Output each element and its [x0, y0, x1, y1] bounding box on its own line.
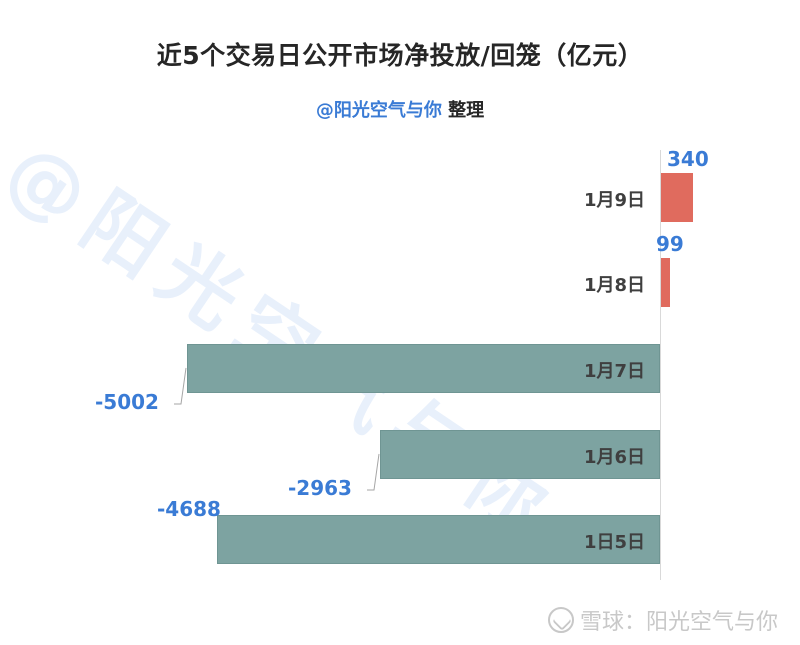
bar-3 [380, 430, 660, 479]
value-label: 99 [656, 232, 684, 256]
chart-title: 近5个交易日公开市场净投放/回笼（亿元） [156, 41, 644, 70]
bar-0 [661, 173, 693, 222]
category-label: 1月9日 [583, 190, 645, 211]
category-label: 1月6日 [583, 447, 645, 468]
zero-axis-line [660, 150, 661, 580]
category-label: 1日5日 [583, 532, 645, 553]
value-label: -2963 [288, 476, 352, 500]
value-label: 340 [667, 147, 709, 171]
chart-subtitle: @阳光空气与你 整理 [0, 96, 800, 122]
footer-watermark: 雪球：阳光空气与你 [547, 604, 778, 636]
footer-watermark-text: 雪球：阳光空气与你 [579, 610, 778, 635]
category-label: 1月8日 [583, 275, 645, 296]
bar-1 [661, 258, 670, 307]
bar-2 [187, 344, 660, 393]
category-label: 1月7日 [583, 361, 645, 382]
bar-4 [217, 515, 660, 564]
value-label: -5002 [95, 390, 159, 414]
leader-line [367, 453, 380, 491]
snowball-logo-icon [547, 607, 574, 633]
author-handle: @阳光空气与你 [315, 100, 442, 121]
leader-line [174, 367, 187, 405]
subtitle-suffix: 整理 [441, 100, 485, 121]
value-label: -4688 [157, 497, 221, 521]
